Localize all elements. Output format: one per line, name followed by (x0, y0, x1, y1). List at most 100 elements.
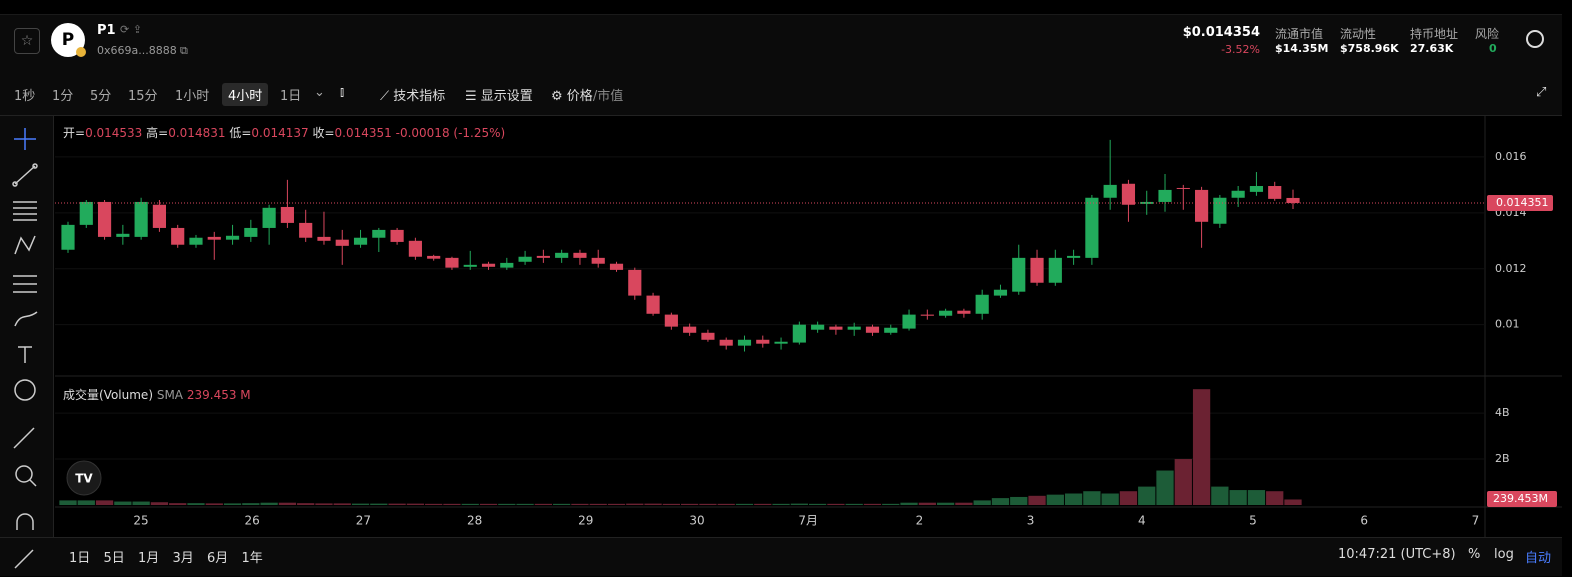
settings-button[interactable] (1526, 30, 1544, 48)
price-toggle[interactable]: ⚙ 价格/市值 (551, 85, 623, 104)
volume-bar (169, 503, 187, 505)
candle-body (1067, 255, 1081, 258)
candle-body (372, 229, 386, 238)
candle-body (719, 339, 733, 346)
volume-bar (1138, 486, 1156, 505)
volume-tag (1487, 491, 1557, 507)
interval-button[interactable]: 1日 (280, 89, 302, 104)
chart-type-button[interactable]: ⫾ (340, 85, 345, 100)
candle-body (701, 332, 715, 340)
display-settings-button[interactable]: ☰ 显示设置 (465, 85, 533, 104)
footer-bar (0, 537, 1562, 576)
indicators-label: 技术指标 (393, 89, 446, 104)
x-tick-label: 6 (1360, 514, 1368, 528)
price-change: -3.52% (1221, 43, 1260, 56)
ohlc-label: 低= (229, 126, 252, 140)
volume-bar (1174, 459, 1192, 505)
interval-button[interactable]: 1分 (52, 89, 74, 104)
volume-bar (132, 501, 150, 505)
volume-bar (150, 502, 169, 505)
display-settings-label: 显示设置 (480, 89, 533, 104)
interval-button[interactable]: 1秒 (14, 89, 36, 104)
stat-value: $14.35M (1275, 42, 1329, 55)
candle-body (884, 327, 898, 333)
candle-body (628, 269, 642, 296)
volume-bar (1211, 486, 1229, 505)
volume-bar (1247, 490, 1266, 505)
volume-bar (370, 503, 388, 505)
candle-body (865, 326, 880, 333)
volume-bar (114, 501, 132, 505)
candle-body (317, 236, 331, 241)
volume-bar (900, 502, 918, 505)
volume-bar (553, 503, 571, 505)
volume-bar (1284, 499, 1302, 505)
candle-body (902, 314, 916, 329)
volume-legend: 成交量(Volume) SMA 239.453 M (63, 386, 251, 403)
stat-value: $758.96K (1340, 42, 1399, 55)
candle-body (975, 294, 989, 314)
stat-value: 0 (1489, 42, 1497, 55)
token-actions[interactable]: ⟳ ⇪ (120, 23, 142, 36)
sma-value: 239.453 M (186, 388, 251, 402)
volume-bar (1101, 493, 1119, 505)
copy-icon[interactable]: ⧉ (180, 44, 188, 57)
range-button[interactable]: 6月 (207, 551, 229, 566)
volume-bar (516, 503, 534, 505)
fullscreen-button[interactable]: ⤢ (1536, 85, 1547, 100)
volume-bar (1046, 494, 1064, 505)
volume-bar (735, 503, 754, 505)
volume-bar (242, 503, 260, 505)
volume-bar (1028, 495, 1046, 505)
candle-body (1085, 197, 1099, 258)
candle-body (1195, 189, 1209, 222)
x-tick-label: 4 (1138, 514, 1146, 528)
candle-body (207, 236, 221, 240)
x-tick-label: 28 (467, 514, 482, 528)
candle-body (171, 227, 185, 245)
range-button[interactable]: 5日 (103, 551, 125, 566)
volume-bar (479, 503, 498, 505)
interval-button[interactable]: 1小时 (175, 89, 210, 104)
candle-body (920, 314, 934, 316)
interval-button[interactable]: 5分 (90, 89, 112, 104)
candle-body (1140, 201, 1154, 204)
auto-toggle[interactable]: 自动 (1525, 551, 1552, 566)
indicators-button[interactable]: ⟋ 技术指标 (380, 85, 445, 104)
volume-bar (315, 503, 333, 505)
candle-body (774, 341, 788, 344)
ohlc-change: -0.00018 (-1.25%) (395, 126, 506, 140)
volume-bar (607, 503, 626, 505)
last-price-label: 0.014351 (1496, 196, 1549, 209)
candle-body (737, 339, 752, 346)
candle-body (518, 256, 532, 262)
range-button[interactable]: 1月 (138, 551, 160, 566)
tv-logo-text: TV (75, 472, 93, 486)
interval-button[interactable]: 15分 (128, 89, 158, 104)
market-cap-label: /市值 (592, 89, 624, 104)
volume-bar (333, 503, 351, 505)
candle-body (573, 252, 587, 258)
volume-bar (1156, 470, 1174, 505)
drawing-tools[interactable] (12, 128, 38, 569)
favorite-button[interactable]: ☆ (14, 28, 40, 54)
ohlc-value: 0.014831 (168, 126, 226, 140)
volume-bar (571, 503, 589, 505)
candle-body (500, 262, 514, 268)
range-button[interactable]: 1年 (241, 551, 263, 566)
volume-bar (1229, 490, 1247, 505)
x-tick-label: 7 (1472, 514, 1480, 528)
log-toggle[interactable]: log (1494, 547, 1514, 562)
volume-tag-label: 239.453M (1493, 492, 1548, 505)
interval-button[interactable]: 4小时 (222, 83, 269, 106)
interval-dropdown[interactable]: ⌄ (314, 85, 325, 100)
range-button[interactable]: 1日 (69, 551, 91, 566)
current-price: $0.014354 (1182, 25, 1260, 40)
ohlc-legend: 开=0.014533 高=0.014831 低=0.014137 收=0.014… (63, 124, 505, 141)
volume-bar (1266, 491, 1284, 505)
range-button[interactable]: 3月 (172, 551, 194, 566)
percent-toggle[interactable]: % (1468, 547, 1481, 562)
candle-body (664, 314, 678, 327)
